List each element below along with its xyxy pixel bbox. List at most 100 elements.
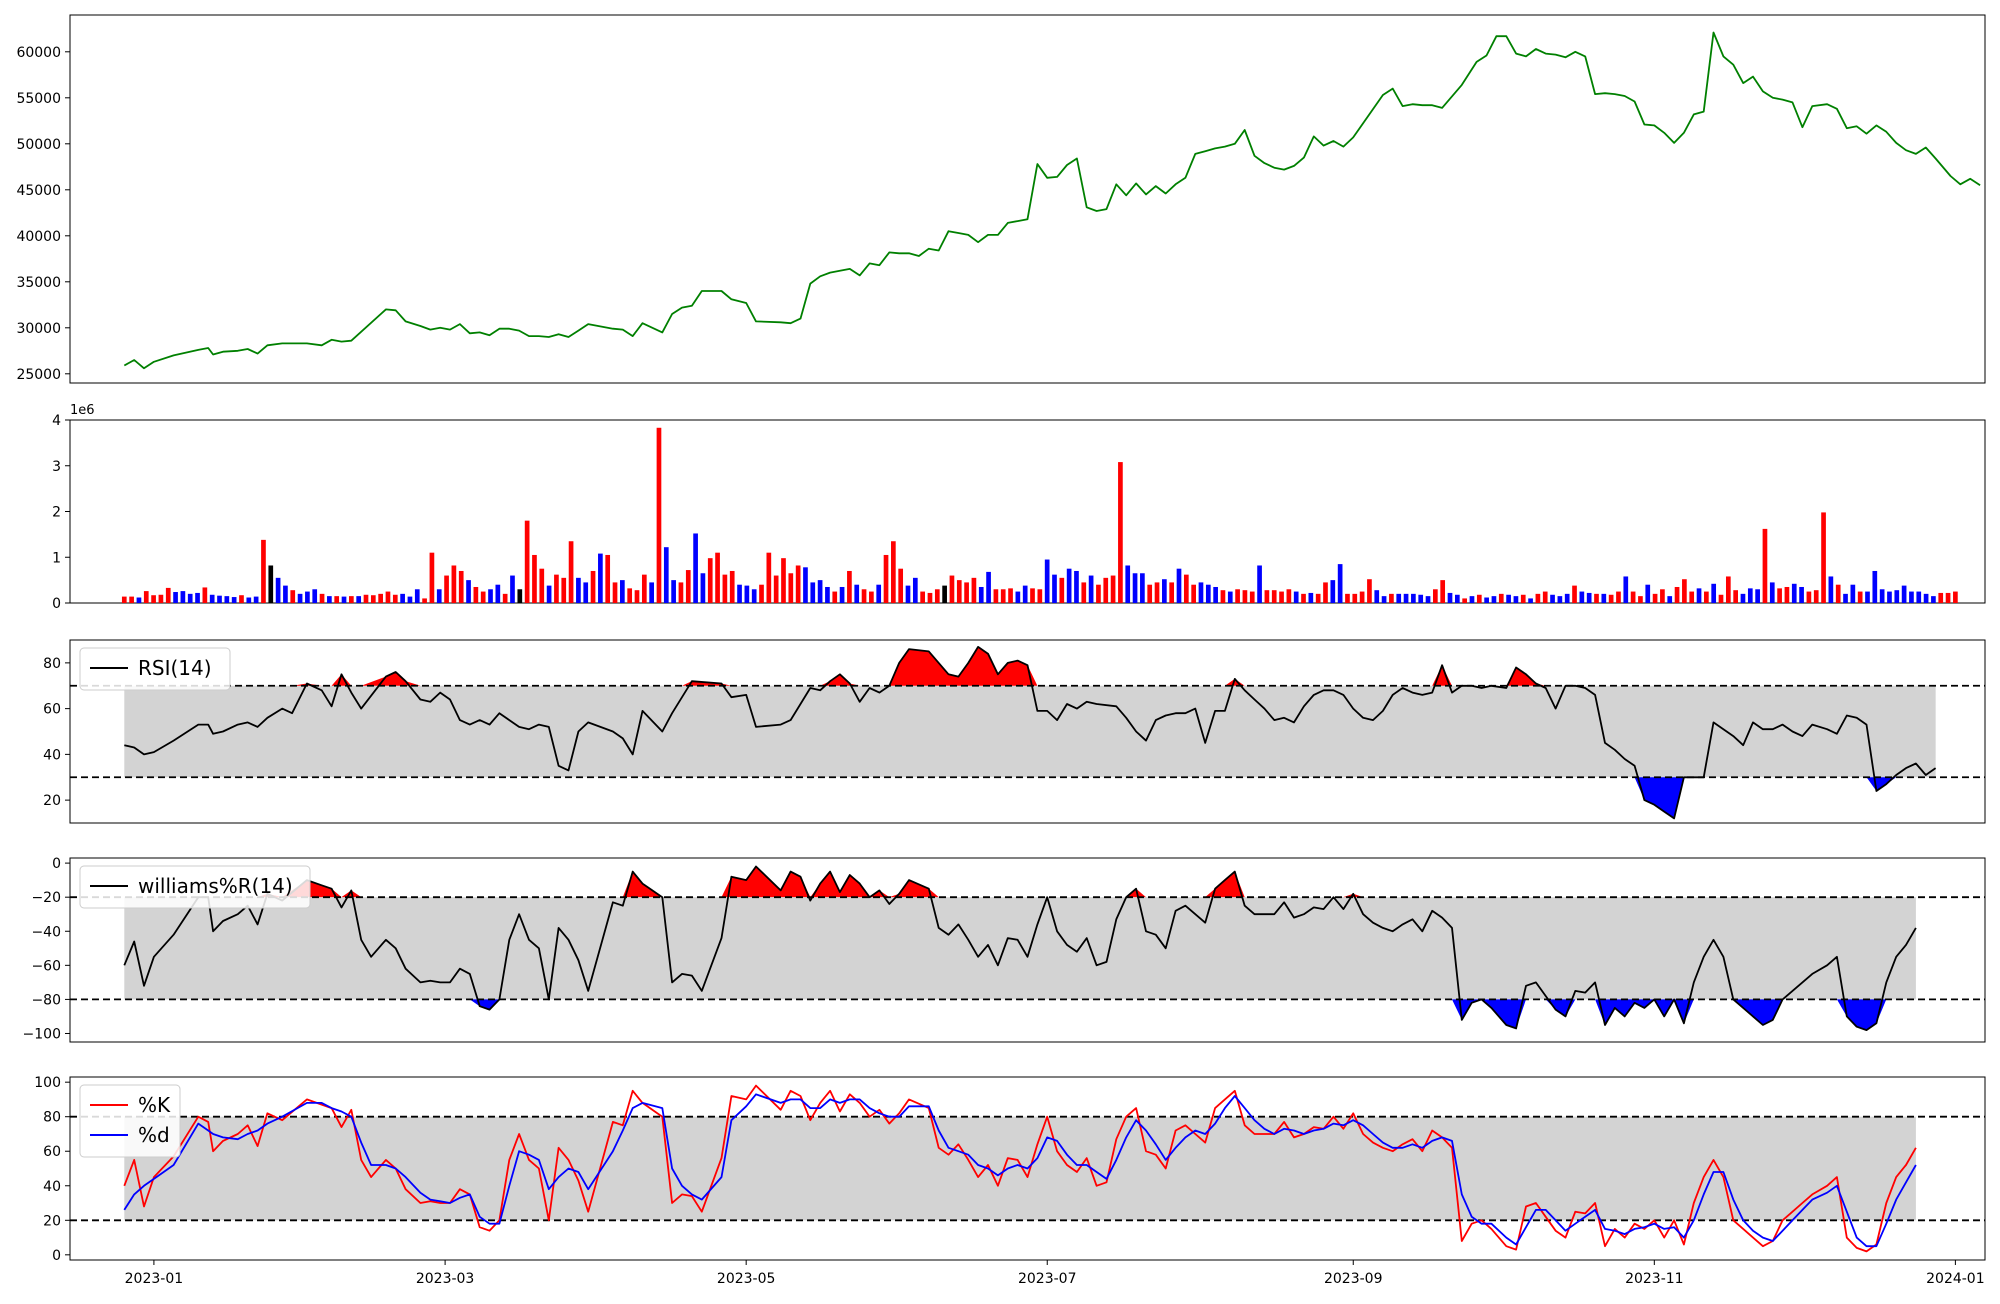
williams-ytick-label: 0: [52, 856, 61, 872]
volume-bar: [912, 577, 918, 603]
volume-bar: [341, 596, 347, 603]
volume-bar: [1213, 586, 1218, 603]
volume-bar: [942, 585, 947, 603]
volume-bar: [1711, 583, 1717, 603]
volume-bar: [151, 595, 156, 603]
volume-bar: [869, 591, 874, 603]
volume-bar: [810, 582, 816, 603]
volume-bar: [1125, 565, 1131, 603]
volume-bar: [1850, 584, 1856, 603]
volume-bar: [458, 570, 464, 603]
volume-bar: [480, 591, 486, 603]
volume-bar: [1506, 594, 1511, 603]
volume-bar: [1630, 591, 1636, 603]
volume-bar: [861, 589, 867, 603]
volume-bar: [1755, 589, 1760, 603]
volume-bar: [590, 570, 596, 603]
stochastic-ytick-label: 80: [43, 1110, 61, 1126]
volume-bar: [1425, 596, 1431, 603]
volume-panel: 0 1 2 3 4 1e6: [52, 403, 1986, 612]
volume-bar: [986, 571, 991, 603]
volume-bar: [143, 591, 149, 603]
volume-bar: [1550, 594, 1555, 603]
volume-bar: [473, 586, 479, 603]
volume-bar: [773, 575, 779, 603]
volume-bar: [180, 591, 186, 603]
volume-bar: [1879, 589, 1885, 603]
volume-bar: [268, 565, 274, 603]
volume-bar: [1454, 594, 1460, 603]
williams-legend: williams%R(14): [79, 865, 311, 909]
volume-bar: [546, 585, 552, 603]
volume-bar: [510, 575, 515, 603]
volume-bar: [1557, 596, 1563, 603]
volume-bar: [1220, 590, 1226, 603]
volume-ytick-label: 3: [52, 459, 61, 475]
volume-bar: [993, 589, 999, 603]
volume-bar: [1242, 590, 1248, 603]
volume-bar: [312, 589, 318, 603]
volume-bar: [1227, 591, 1233, 603]
volume-bar: [1462, 598, 1467, 603]
stochastic-panel: 0 20 40 60 80 100 %K %d: [34, 1075, 1986, 1264]
volume-bar: [1674, 586, 1680, 603]
volume-bar: [1901, 585, 1907, 603]
volume-bar: [576, 577, 581, 603]
stochastic-ytick-label: 40: [43, 1179, 61, 1195]
volume-bar: [751, 589, 757, 603]
volume-bar: [1718, 594, 1724, 603]
volume-frame: [69, 419, 1986, 604]
price-ytick-label: 40000: [16, 229, 61, 245]
volume-bar: [1103, 577, 1109, 603]
volume-bar: [1183, 574, 1189, 603]
volume-bar: [1118, 462, 1123, 603]
volume-bar: [1022, 585, 1028, 603]
volume-bar: [1740, 593, 1746, 603]
volume-bar: [737, 584, 742, 603]
volume-bar: [488, 589, 493, 603]
price-ytick-label: 25000: [16, 367, 61, 383]
williams-overbought-fill: [124, 866, 1916, 898]
volume-bar: [1440, 580, 1446, 603]
volume-bar: [722, 574, 728, 603]
volume-bar: [195, 592, 200, 603]
volume-bar: [956, 580, 962, 603]
volume-bar: [158, 594, 164, 603]
volume-bar: [1682, 579, 1687, 603]
stochastic-legend: %K %d: [79, 1084, 181, 1158]
volume-bar: [641, 574, 647, 603]
volume-bar: [1271, 590, 1277, 603]
volume-ytick-label: 0: [52, 596, 61, 612]
volume-bar: [165, 587, 171, 603]
volume-bar: [1000, 589, 1006, 603]
rsi-legend-label: RSI(14): [138, 656, 212, 680]
volume-bar: [1923, 593, 1929, 603]
volume-bar: [1586, 592, 1592, 603]
volume-bar: [620, 580, 625, 603]
volume-bar: [1953, 591, 1958, 603]
volume-bar: [1154, 582, 1160, 603]
volume-bar: [414, 589, 420, 603]
volume-bar: [1249, 591, 1255, 603]
volume-bar: [1352, 593, 1358, 603]
volume-bar: [1579, 591, 1585, 603]
volume-bar: [444, 575, 449, 603]
volume-bar: [407, 596, 413, 603]
price-ytick-label: 35000: [16, 275, 61, 291]
volume-bar: [217, 595, 222, 603]
volume-bar: [290, 590, 296, 603]
volume-bar: [1799, 586, 1804, 603]
volume-bar: [1132, 573, 1138, 603]
volume-bar: [1931, 596, 1936, 603]
stochastic-series-line-0: [123, 1084, 1917, 1253]
volume-bar: [173, 592, 178, 603]
volume-bar: [1264, 590, 1270, 603]
volume-bar: [1528, 598, 1533, 603]
volume-bar: [1594, 593, 1599, 603]
volume-bar: [209, 594, 215, 603]
volume-bar: [1476, 594, 1482, 603]
volume-bar: [1696, 588, 1702, 603]
volume-bar: [1645, 584, 1651, 603]
volume-bar: [876, 584, 882, 603]
